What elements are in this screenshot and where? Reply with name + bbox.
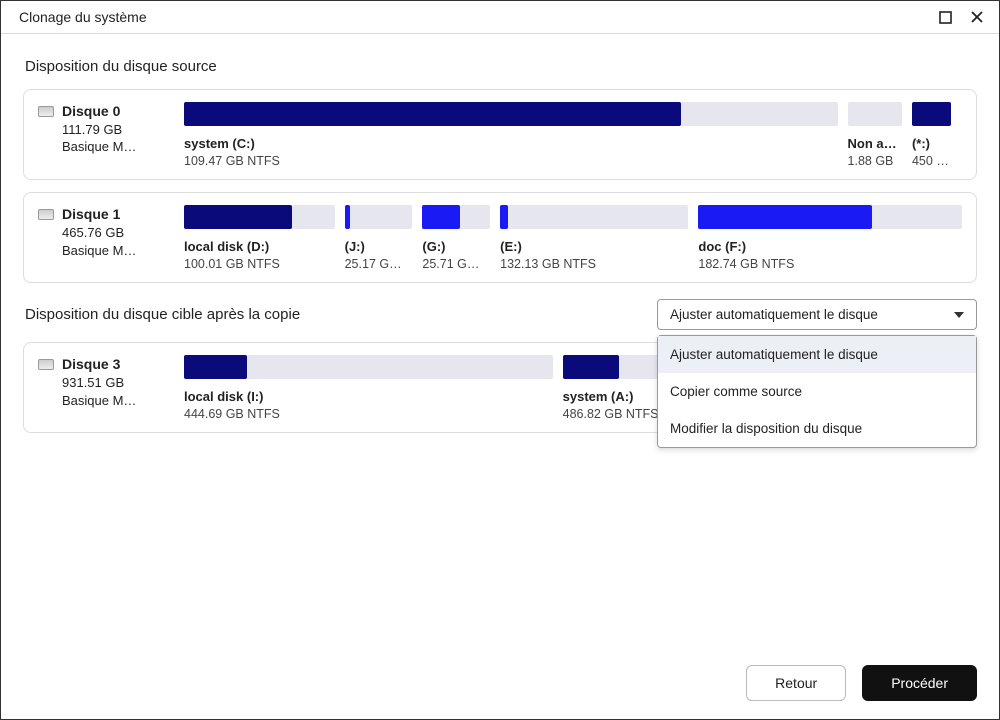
partition-name: (J:) bbox=[345, 239, 413, 256]
layout-mode-dropdown-wrap: Ajuster automatiquement le disque Ajuste… bbox=[657, 299, 977, 330]
partition-size: 450 M… bbox=[912, 153, 951, 169]
partition-bar[interactable] bbox=[698, 205, 962, 229]
partition-label: local disk (I:)444.69 GB NTFS bbox=[184, 389, 553, 422]
partitions-area: system (C:)109.47 GB NTFS Non a…1.88 GB (*… bbox=[184, 102, 962, 169]
disk-card: Disque 0 111.79 GB Basique M… system (C:… bbox=[23, 89, 977, 180]
partition-bar[interactable] bbox=[184, 102, 838, 126]
partition-size: 100.01 GB NTFS bbox=[184, 256, 335, 272]
partition-bar[interactable] bbox=[500, 205, 688, 229]
partition-label: Non a…1.88 GB bbox=[848, 136, 902, 169]
partition-used bbox=[698, 205, 872, 229]
partition-bar[interactable] bbox=[912, 102, 951, 126]
layout-mode-dropdown[interactable]: Ajuster automatiquement le disque bbox=[657, 299, 977, 330]
back-button[interactable]: Retour bbox=[746, 665, 846, 701]
partition-label: doc (F:)182.74 GB NTFS bbox=[698, 239, 962, 272]
partition-bars bbox=[184, 102, 962, 126]
target-section-title: Disposition du disque cible après la cop… bbox=[25, 306, 300, 323]
titlebar: Clonage du système bbox=[1, 1, 999, 34]
disk-name: Disque 1 bbox=[62, 205, 136, 224]
partition-size: 182.74 GB NTFS bbox=[698, 256, 962, 272]
disk-size: 111.79 GB bbox=[62, 121, 136, 139]
partition-name: (G:) bbox=[422, 239, 490, 256]
dropdown-option[interactable]: Modifier la disposition du disque bbox=[658, 410, 976, 447]
window-title: Clonage du système bbox=[19, 9, 147, 25]
partition-name: local disk (I:) bbox=[184, 389, 553, 406]
partition-name: system (C:) bbox=[184, 136, 838, 153]
disk-icon bbox=[38, 106, 54, 117]
content-area: Disposition du disque source Disque 0 11… bbox=[1, 34, 999, 463]
disk-size: 465.76 GB bbox=[62, 224, 136, 242]
dropdown-option[interactable]: Ajuster automatiquement le disque bbox=[658, 336, 976, 373]
partition-label: system (C:)109.47 GB NTFS bbox=[184, 136, 838, 169]
partition-size: 1.88 GB bbox=[848, 153, 902, 169]
partition-label: (*:)450 M… bbox=[912, 136, 951, 169]
partition-name: doc (F:) bbox=[698, 239, 962, 256]
partition-bars bbox=[184, 205, 962, 229]
partition-used bbox=[184, 205, 292, 229]
partition-label: (E:)132.13 GB NTFS bbox=[500, 239, 688, 272]
partition-size: 444.69 GB NTFS bbox=[184, 406, 553, 422]
disk-size: 931.51 GB bbox=[62, 374, 136, 392]
disk-card: Disque 1 465.76 GB Basique M… local disk… bbox=[23, 192, 977, 283]
partition-bar[interactable] bbox=[345, 205, 413, 229]
partition-bar[interactable] bbox=[184, 355, 553, 379]
footer-buttons: Retour Procéder bbox=[746, 665, 977, 701]
partition-size: 25.71 G… bbox=[422, 256, 490, 272]
partition-labels: system (C:)109.47 GB NTFS Non a…1.88 GB (*… bbox=[184, 136, 962, 169]
partition-labels: local disk (D:)100.01 GB NTFS (J:)25.17 G… bbox=[184, 239, 962, 272]
partition-name: (E:) bbox=[500, 239, 688, 256]
partitions-area: local disk (D:)100.01 GB NTFS (J:)25.17 G… bbox=[184, 205, 962, 272]
partition-label: local disk (D:)100.01 GB NTFS bbox=[184, 239, 335, 272]
close-icon[interactable] bbox=[969, 9, 985, 25]
partition-label: (G:)25.71 G… bbox=[422, 239, 490, 272]
partition-bar[interactable] bbox=[848, 102, 902, 126]
disk-info: Disque 1 465.76 GB Basique M… bbox=[38, 205, 168, 259]
partition-size: 109.47 GB NTFS bbox=[184, 153, 838, 169]
disk-icon bbox=[38, 359, 54, 370]
partition-used bbox=[500, 205, 508, 229]
dropdown-option[interactable]: Copier comme source bbox=[658, 373, 976, 410]
partition-used bbox=[422, 205, 459, 229]
layout-mode-menu: Ajuster automatiquement le disque Copier… bbox=[657, 335, 977, 448]
partition-used bbox=[345, 205, 350, 229]
partition-bar[interactable] bbox=[184, 205, 335, 229]
proceed-button[interactable]: Procéder bbox=[862, 665, 977, 701]
partition-bar[interactable] bbox=[422, 205, 490, 229]
partition-used bbox=[912, 102, 951, 126]
disk-type: Basique M… bbox=[62, 138, 136, 156]
disk-type: Basique M… bbox=[62, 392, 136, 410]
maximize-icon[interactable] bbox=[937, 9, 953, 25]
partition-used bbox=[184, 355, 247, 379]
partition-size: 25.17 G… bbox=[345, 256, 413, 272]
disk-type: Basique M… bbox=[62, 242, 136, 260]
partition-used bbox=[184, 102, 681, 126]
disk-info: Disque 0 111.79 GB Basique M… bbox=[38, 102, 168, 156]
window-controls bbox=[937, 9, 985, 25]
source-section-title: Disposition du disque source bbox=[25, 58, 977, 75]
partition-used bbox=[563, 355, 619, 379]
partition-name: Non a… bbox=[848, 136, 902, 153]
disk-info: Disque 3 931.51 GB Basique M… bbox=[38, 355, 168, 409]
partition-label: (J:)25.17 G… bbox=[345, 239, 413, 272]
partition-name: (*:) bbox=[912, 136, 951, 153]
partition-name: local disk (D:) bbox=[184, 239, 335, 256]
partition-size: 132.13 GB NTFS bbox=[500, 256, 688, 272]
disk-name: Disque 0 bbox=[62, 102, 136, 121]
target-header: Disposition du disque cible après la cop… bbox=[25, 299, 977, 330]
disk-icon bbox=[38, 209, 54, 220]
disk-name: Disque 3 bbox=[62, 355, 136, 374]
